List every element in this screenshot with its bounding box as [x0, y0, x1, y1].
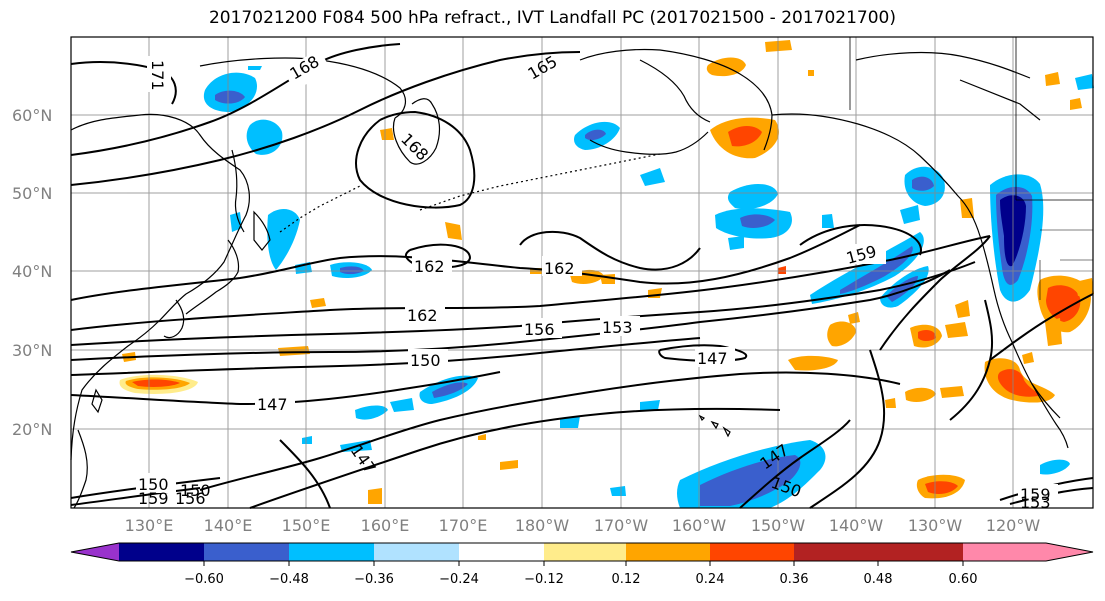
- refractivity-contours: [70, 43, 1094, 509]
- coastlines: [70, 37, 1093, 509]
- colorbar-bin: [289, 543, 374, 561]
- contour-label: 156: [175, 489, 206, 508]
- ivt-shading: [119, 40, 1094, 508]
- colorbar-tick-label: −0.24: [439, 572, 479, 587]
- colorbar-bin: [544, 543, 626, 561]
- colorbar-bin: [119, 543, 204, 561]
- lat-label: 50°N: [12, 184, 52, 203]
- colorbar-bin: [794, 543, 878, 561]
- contour-label: 162: [407, 306, 438, 325]
- contour-label: 159: [1020, 485, 1051, 504]
- colorbar-bin: [459, 543, 544, 561]
- colorbar-tick-label: −0.48: [269, 572, 309, 587]
- colorbar-tick-label: −0.36: [354, 572, 394, 587]
- colorbar-bin: [710, 543, 794, 561]
- colorbar-tick-label: 0.48: [864, 572, 893, 587]
- colorbar-upper-extend-tip: [963, 543, 1093, 561]
- colorbar-tick-label: 0.36: [780, 572, 809, 587]
- contour-label: 156: [524, 320, 555, 339]
- lon-label: 170°E: [439, 516, 488, 535]
- lon-label: 120°W: [986, 516, 1041, 535]
- contour-label: 150: [180, 481, 211, 500]
- colorbar-tick-label: −0.60: [184, 572, 224, 587]
- colorbar-bin: [626, 543, 710, 561]
- lon-label: 130°E: [125, 516, 174, 535]
- colorbar-bin: [204, 543, 289, 561]
- contour-label: 150: [138, 475, 169, 494]
- map-title: 2017021200 F084 500 hPa refract., IVT La…: [208, 8, 896, 28]
- colorbar-lower-extend: [71, 543, 119, 561]
- contour-label: 171: [148, 60, 167, 91]
- contour-label: 153: [1020, 493, 1051, 512]
- lon-label: 130°W: [908, 516, 963, 535]
- contour-label: 159: [138, 489, 169, 508]
- lon-label: 160°W: [672, 516, 727, 535]
- contour-label: 147: [697, 349, 728, 368]
- colorbar: −0.60 −0.48 −0.36 −0.24 −0.12 0.12 0.24 …: [70, 542, 1094, 587]
- lat-label: 20°N: [12, 420, 52, 439]
- lon-label: 180°W: [515, 516, 570, 535]
- lon-label: 170°W: [594, 516, 649, 535]
- lat-label: 30°N: [12, 341, 52, 360]
- colorbar-tick-label: 0.24: [696, 572, 725, 587]
- contour-label: 153: [602, 318, 633, 337]
- contour-label: 150: [410, 351, 441, 370]
- lon-label: 140°E: [204, 516, 253, 535]
- colorbar-tick-label: −0.12: [524, 572, 564, 587]
- graticule: [71, 37, 1093, 508]
- lon-label: 160°E: [361, 516, 410, 535]
- lon-label: 150°E: [282, 516, 331, 535]
- contour-label: 162: [544, 259, 575, 278]
- contour-label: 162: [414, 257, 445, 276]
- map-frame: [70, 36, 1094, 509]
- latitude-labels: 60°N 50°N 40°N 30°N 20°N: [12, 106, 52, 439]
- longitude-labels: 130°E 140°E 150°E 160°E 170°E 180°W 170°…: [125, 516, 1041, 535]
- lat-label: 40°N: [12, 262, 52, 281]
- lat-label: 60°N: [12, 106, 52, 125]
- contour-label: 147: [257, 395, 288, 414]
- colorbar-tick-label: 0.60: [949, 572, 978, 587]
- colorbar-bin: [878, 543, 963, 561]
- lon-label: 140°W: [829, 516, 884, 535]
- colorbar-tick-label: 0.12: [612, 572, 641, 587]
- colorbar-bin: [374, 543, 459, 561]
- lon-label: 150°W: [751, 516, 806, 535]
